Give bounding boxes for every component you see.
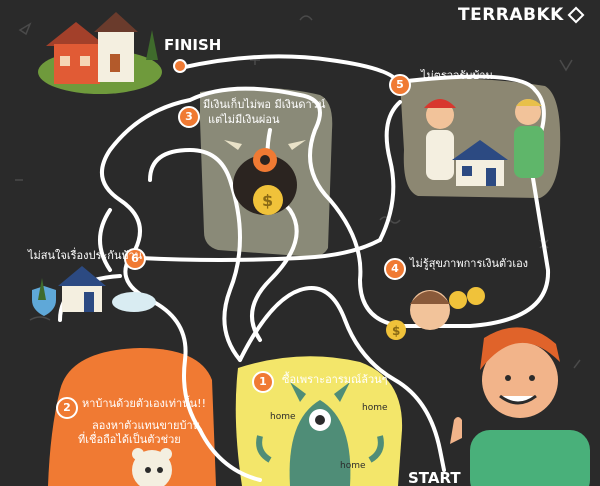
home-word-3: home bbox=[340, 461, 366, 471]
emotional-monster-illustration bbox=[256, 382, 384, 486]
step-5-number-badge: 5 bbox=[389, 74, 411, 96]
start-label: START bbox=[408, 469, 461, 486]
money-monster-illustration: $ bbox=[224, 140, 306, 215]
step-2-number-badge: 2 bbox=[56, 397, 78, 419]
step-2-panel bbox=[48, 348, 216, 486]
insurance-house-illustration bbox=[32, 266, 156, 316]
start-character-illustration bbox=[450, 327, 590, 486]
step-3-number-badge: 3 bbox=[178, 106, 200, 128]
finish-house-illustration bbox=[38, 12, 162, 94]
step-6-number-badge: 6 bbox=[124, 248, 146, 270]
step-3-title-line-1: มีเงินเก็บไม่พอ มีเงินดาวน์ bbox=[203, 98, 326, 111]
step-2-tip-line-2: ที่เชื่อถือได้เป็นตัวช่วย bbox=[78, 433, 181, 446]
logo-text: TERRABKK bbox=[458, 5, 564, 25]
finish-label: FINISH bbox=[164, 36, 222, 54]
step-2-tip-line-1: ลองหาตัวแทนขายบ้าน bbox=[92, 419, 201, 432]
step-4-title: ไม่รู้สุขภาพการเงินตัวเอง bbox=[410, 257, 529, 270]
diamond-mark-icon bbox=[567, 6, 585, 24]
step-4-number-badge: 4 bbox=[384, 258, 406, 280]
inspection-people-illustration bbox=[424, 99, 544, 186]
svg-text:$: $ bbox=[262, 191, 273, 210]
home-word-1: home bbox=[270, 412, 296, 422]
svg-text:$: $ bbox=[392, 324, 400, 338]
step-2-title: หาบ้านด้วยตัวเองเท่านั้น!! bbox=[82, 397, 206, 410]
step-1-number-badge: 1 bbox=[252, 371, 274, 393]
maze-path bbox=[58, 54, 551, 482]
step-1-title: ซื้อเพราะอารมณ์ล้วนๆ bbox=[282, 373, 388, 386]
step-3-title-line-2: แต่ไม่มีเงินผ่อน bbox=[208, 113, 280, 126]
worried-child-illustration: $ bbox=[386, 287, 485, 340]
step-5-title: ไม่ตรวจรับบ้าน bbox=[421, 69, 494, 82]
terrabkk-logo: TERRABKK bbox=[458, 5, 585, 26]
home-word-2: home bbox=[362, 403, 388, 413]
bear-mascot-illustration bbox=[132, 448, 172, 486]
step-6-title: ไม่สนใจเรื่องประกันบ้าน bbox=[28, 249, 143, 262]
